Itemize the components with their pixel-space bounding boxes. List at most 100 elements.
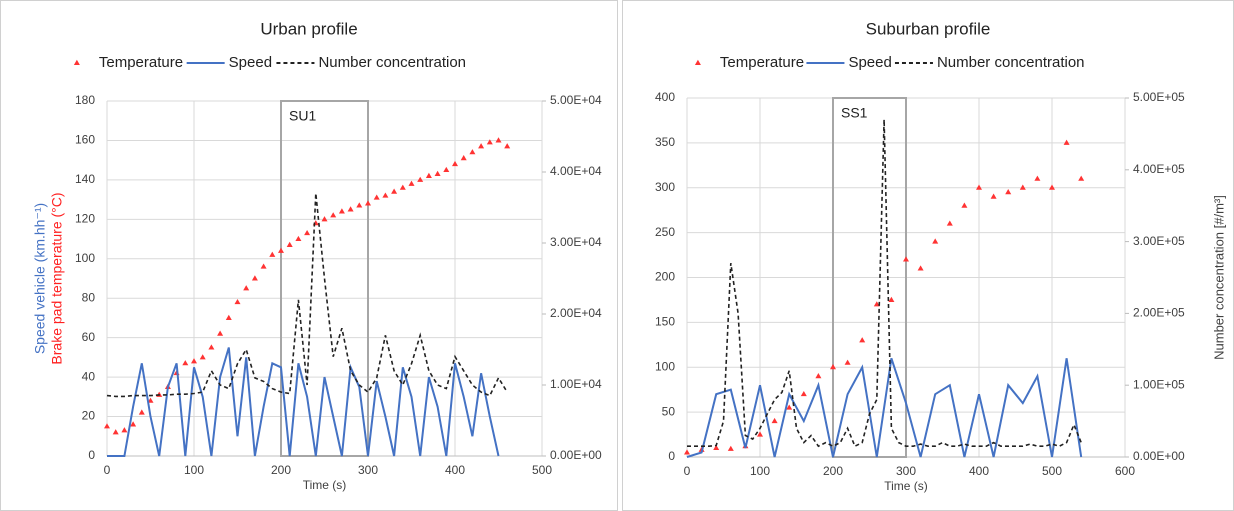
y2-tick-label: 4.00E+05 xyxy=(1133,162,1185,176)
temperature-marker xyxy=(399,184,406,190)
y2-tick-label: 5.00E+05 xyxy=(1133,90,1185,104)
y-tick-label: 100 xyxy=(75,251,95,265)
annotation-box xyxy=(832,97,907,458)
series-line xyxy=(687,119,1082,448)
temperature-marker xyxy=(112,429,119,435)
x-tick-label: 200 xyxy=(823,464,843,478)
temperature-marker xyxy=(182,360,189,366)
temperature-marker xyxy=(373,194,380,200)
temperature-marker xyxy=(434,170,441,176)
temperature-marker xyxy=(234,298,241,305)
legend-label: Temperature xyxy=(99,54,183,71)
temperature-marker xyxy=(478,143,485,149)
y-tick-label: 300 xyxy=(655,180,675,194)
y2-tick-label: 3.00E+04 xyxy=(550,235,602,249)
x-tick-label: 400 xyxy=(445,463,465,477)
temperature-marker xyxy=(338,208,345,214)
panel xyxy=(622,0,1234,511)
temperature-marker xyxy=(425,172,432,178)
temperature-marker xyxy=(199,354,206,360)
y2-tick-label: 3.00E+05 xyxy=(1133,234,1185,248)
temperature-marker xyxy=(844,359,851,365)
temperature-marker xyxy=(347,206,354,212)
temperature-marker xyxy=(391,188,398,194)
temperature-marker xyxy=(321,216,328,222)
temperature-marker xyxy=(1078,175,1085,181)
temperature-marker xyxy=(286,241,293,247)
x-tick-label: 500 xyxy=(532,463,552,477)
temperature-marker xyxy=(859,337,866,343)
y-tick-label: 120 xyxy=(75,212,95,226)
y-tick-label: 20 xyxy=(82,409,96,423)
temperature-marker xyxy=(365,200,371,206)
y-tick-label: 350 xyxy=(655,135,675,149)
y-tick-label: 160 xyxy=(75,133,95,147)
legend-marker xyxy=(694,59,701,65)
legend-label: Number concentration xyxy=(318,54,466,71)
temperature-marker xyxy=(727,445,734,451)
temperature-marker xyxy=(269,251,276,257)
y-tick-label: 200 xyxy=(655,270,675,284)
x-tick-label: 300 xyxy=(358,463,378,477)
y2-tick-label: 5.00E+04 xyxy=(550,93,602,107)
temperature-marker xyxy=(990,193,997,199)
temperature-marker xyxy=(217,330,224,336)
x-tick-label: 200 xyxy=(271,463,291,477)
chart-title: Suburban profile xyxy=(866,19,991,38)
y-axis-label: Speed vehicle (km.hh⁻¹) xyxy=(32,203,48,354)
y-tick-label: 60 xyxy=(82,330,96,344)
temperature-marker xyxy=(382,192,389,198)
legend-label: Speed xyxy=(848,54,891,71)
x-tick-label: 500 xyxy=(1042,464,1062,478)
y-tick-label: 0 xyxy=(668,449,675,463)
temperature-marker xyxy=(1034,175,1041,181)
y2-tick-label: 1.00E+04 xyxy=(550,377,602,391)
y-tick-label: 50 xyxy=(662,404,676,418)
temperature-marker xyxy=(786,404,793,410)
temperature-marker xyxy=(208,344,215,350)
temperature-marker xyxy=(417,176,424,182)
y2-axis-label: Number concentration [#/m³] xyxy=(1211,195,1226,360)
y-tick-label: 250 xyxy=(655,225,675,239)
temperature-marker xyxy=(757,431,763,437)
series-line xyxy=(686,357,1083,458)
temperature-marker xyxy=(495,137,502,143)
temperature-marker xyxy=(713,444,720,451)
y-tick-label: 140 xyxy=(75,172,95,186)
y-axis-label: Brake pad temperature (°C) xyxy=(49,192,65,364)
y2-tick-label: 2.00E+04 xyxy=(550,306,602,320)
annotation-box xyxy=(280,100,369,457)
temperature-marker xyxy=(1005,189,1012,195)
temperature-marker xyxy=(976,184,982,190)
x-tick-label: 300 xyxy=(896,464,916,478)
temperature-marker xyxy=(961,202,968,208)
temperature-marker xyxy=(917,265,924,271)
temperature-marker xyxy=(452,160,458,167)
temperature-marker xyxy=(469,149,476,155)
temperature-marker xyxy=(130,421,137,427)
x-tick-label: 400 xyxy=(969,464,989,478)
x-axis-label: Time (s) xyxy=(303,478,347,492)
temperature-marker xyxy=(684,449,690,455)
temperature-marker xyxy=(251,275,258,281)
series-line xyxy=(107,347,500,457)
temperature-marker xyxy=(408,180,415,186)
temperature-marker xyxy=(104,423,110,429)
temperature-marker xyxy=(771,417,778,424)
temperature-marker xyxy=(486,139,493,145)
temperature-marker xyxy=(330,212,337,218)
y2-tick-label: 0.00E+00 xyxy=(1133,449,1185,463)
temperature-marker xyxy=(1019,184,1026,190)
temperature-marker xyxy=(932,238,939,244)
series-line xyxy=(106,193,508,398)
temperature-marker xyxy=(243,285,250,291)
y-tick-label: 150 xyxy=(655,315,675,329)
y2-tick-label: 2.00E+05 xyxy=(1133,306,1185,320)
y2-tick-label: 1.00E+05 xyxy=(1133,377,1185,391)
x-tick-label: 100 xyxy=(184,463,204,477)
series xyxy=(686,357,1083,458)
legend-label: Speed xyxy=(229,54,272,71)
temperature-marker xyxy=(278,247,284,253)
y-tick-label: 400 xyxy=(655,90,675,104)
